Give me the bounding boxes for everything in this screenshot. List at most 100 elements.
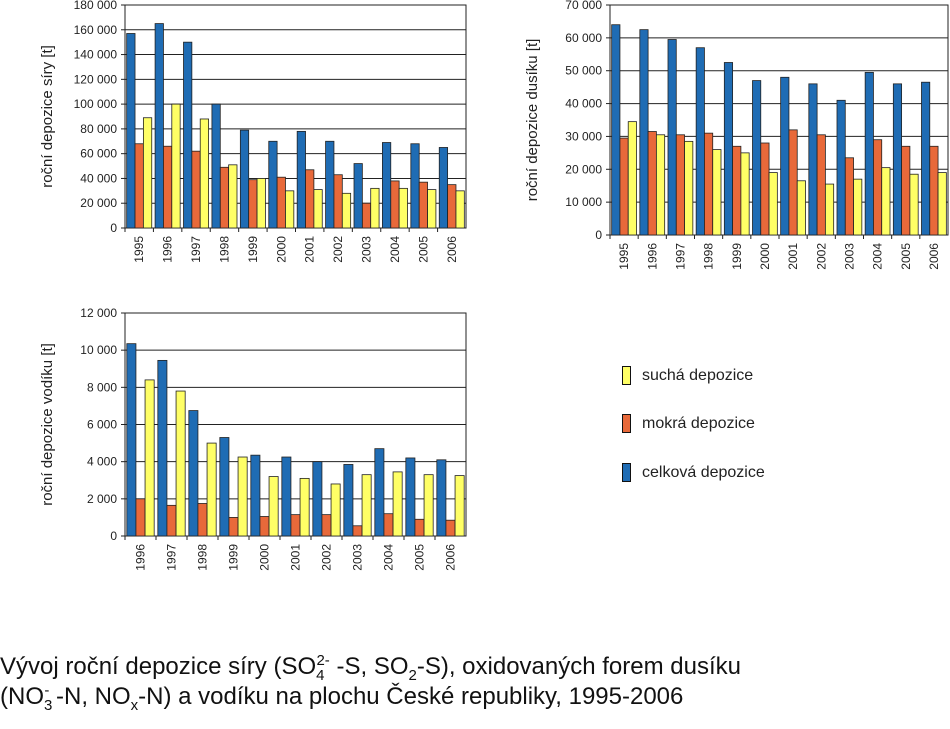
chart3-ytick-label: 0 xyxy=(110,529,117,543)
legend-swatch-total xyxy=(622,463,631,482)
chart3-bar-wet-1998 xyxy=(197,503,208,537)
chart1-ytick-label: 0 xyxy=(110,221,117,235)
chart3-xtick-label: 2001 xyxy=(289,544,303,571)
chart3-bar-dry-1998 xyxy=(206,442,217,537)
chart2-ylabel: roční depozice dusíku [t] xyxy=(524,39,541,202)
legend-label-wet: mokrá depozice xyxy=(642,414,755,432)
chart3-xtick-label: 2005 xyxy=(413,544,427,571)
chart1-xtick-label: 2004 xyxy=(388,236,402,263)
chart2-bar-total-2002 xyxy=(808,83,818,236)
chart1-xtick-label: 1995 xyxy=(132,236,146,263)
chart3-bar-dry-2005 xyxy=(423,474,434,537)
chart2-bar-wet-2003 xyxy=(844,157,854,236)
chart1-bar-dry-1998 xyxy=(228,164,238,229)
chart3-bar-wet-2006 xyxy=(445,519,456,537)
chart2-xtick-label: 1998 xyxy=(702,243,716,270)
chart2-bar-dry-1999 xyxy=(740,152,750,236)
chart3-bar-dry-2001 xyxy=(299,477,310,537)
chart2-ytick-label: 10 000 xyxy=(565,195,602,209)
chart2-bar-total-2006 xyxy=(921,81,931,236)
chart1-bar-dry-1995 xyxy=(142,117,153,229)
chart1-ytick-label: 80 000 xyxy=(80,122,117,136)
chart1-ytick-label: 20 000 xyxy=(80,196,117,210)
chart3-bar-wet-1997 xyxy=(166,504,177,537)
chart2-bar-wet-2001 xyxy=(788,129,798,236)
chart1-bar-dry-2002 xyxy=(341,192,352,229)
chart2-xtick-label: 2005 xyxy=(899,243,913,270)
legend-item-wet: mokrá depozice xyxy=(622,414,755,433)
chart1-bar-dry-2005 xyxy=(427,189,437,229)
chart2-xtick-label: 2001 xyxy=(786,243,800,270)
chart2-bar-wet-2000 xyxy=(760,142,770,236)
chart3-bar-total-2004 xyxy=(374,448,385,537)
chart1-ytick-label: 140 000 xyxy=(74,48,118,62)
chart2-bar-total-2001 xyxy=(780,76,790,236)
chart1-ytick-label: 180 000 xyxy=(74,0,118,12)
chart1-xtick-label: 1999 xyxy=(246,236,260,263)
chart1-ytick-label: 160 000 xyxy=(74,23,118,37)
chart3-xtick-label: 1998 xyxy=(196,544,210,571)
chart1-ytick-label: 60 000 xyxy=(80,147,117,161)
chart3-ytick-label: 6 000 xyxy=(87,418,117,432)
chart3-bar-wet-2000 xyxy=(259,516,270,537)
chart2-bar-dry-1996 xyxy=(655,134,666,236)
chart2-bar-total-2005 xyxy=(892,83,903,236)
chart3-xtick-label: 1999 xyxy=(227,544,241,571)
chart3-ytick-label: 8 000 xyxy=(87,380,117,394)
chart2-bar-wet-1996 xyxy=(647,131,657,236)
chart2-bar-dry-1995 xyxy=(627,121,637,236)
chart1-bar-total-1995 xyxy=(126,33,136,229)
chart2-bar-total-1996 xyxy=(639,29,649,236)
chart2-xtick-label: 2006 xyxy=(927,243,941,270)
chart3-bar-wet-1996 xyxy=(135,498,146,537)
chart2-bar-dry-2004 xyxy=(881,167,891,236)
chart1-bar-wet-2002 xyxy=(333,174,343,229)
chart3-bar-total-2005 xyxy=(405,457,416,537)
chart1-bar-total-2006 xyxy=(438,147,449,229)
chart1-xtick-label: 2005 xyxy=(416,236,430,263)
chart3-bar-total-2006 xyxy=(436,459,447,537)
chart2-ytick-label: 0 xyxy=(595,228,602,242)
chart1-bar-total-2005 xyxy=(410,143,420,229)
chart2-ytick-label: 60 000 xyxy=(565,31,602,45)
chart3-bar-wet-1999 xyxy=(228,517,239,537)
chart2-xtick-label: 1999 xyxy=(730,243,744,270)
chart2-bar-dry-2001 xyxy=(796,180,806,236)
chart2-bar-total-1995 xyxy=(611,24,621,236)
chart2-xtick-label: 2000 xyxy=(758,243,772,270)
chart3-xtick-label: 2006 xyxy=(444,544,458,571)
chart2-bar-total-2000 xyxy=(752,80,762,236)
chart3-ytick-label: 12 000 xyxy=(80,306,117,320)
chart3-ylabel: roční depozice vodíku [t] xyxy=(39,343,56,506)
chart3-bar-total-1997 xyxy=(157,359,168,537)
chart3-xtick-label: 1996 xyxy=(134,544,148,571)
chart3-bar-wet-2001 xyxy=(290,514,301,537)
chart2-xtick-label: 1995 xyxy=(617,243,631,270)
chart1-bar-dry-1999 xyxy=(256,178,266,229)
legend-swatch-wet xyxy=(622,414,631,433)
chart2-bar-wet-2005 xyxy=(901,145,911,236)
legend-item-dry: suchá depozice xyxy=(622,366,753,385)
chart3-bar-dry-1996 xyxy=(144,379,155,537)
caption-line-2: (NO3- -N, NOx-N) a vodíku na plochu Česk… xyxy=(0,682,684,714)
chart1-xtick-label: 2006 xyxy=(445,236,459,263)
legend-item-total: celková depozice xyxy=(622,463,765,482)
chart2-bar-total-1997 xyxy=(667,39,677,236)
chart1-bar-wet-2001 xyxy=(305,169,315,229)
chart2-bar-dry-2003 xyxy=(853,178,863,236)
caption-line-1: Vývoj roční depozice síry (SO42- -S, SO2… xyxy=(0,652,741,684)
chart1-bar-total-2004 xyxy=(382,142,392,229)
figure-caption: Vývoj roční depozice síry (SO42- -S, SO2… xyxy=(0,652,950,714)
chart3-xtick-label: 2003 xyxy=(351,544,365,571)
chart3-xtick-label: 2004 xyxy=(382,544,396,571)
chart3-bar-wet-2002 xyxy=(321,514,332,537)
legend-swatch-dry xyxy=(622,366,631,385)
chart1-bar-wet-2000 xyxy=(276,176,286,229)
chart1-xtick-label: 1996 xyxy=(161,236,175,263)
chart3-ytick-label: 4 000 xyxy=(87,455,117,469)
chart2-ytick-label: 70 000 xyxy=(565,0,602,12)
chart3-bar-total-2001 xyxy=(281,456,292,537)
chart3-bar-total-1998 xyxy=(188,410,199,537)
chart2-xtick-label: 2003 xyxy=(842,243,856,270)
